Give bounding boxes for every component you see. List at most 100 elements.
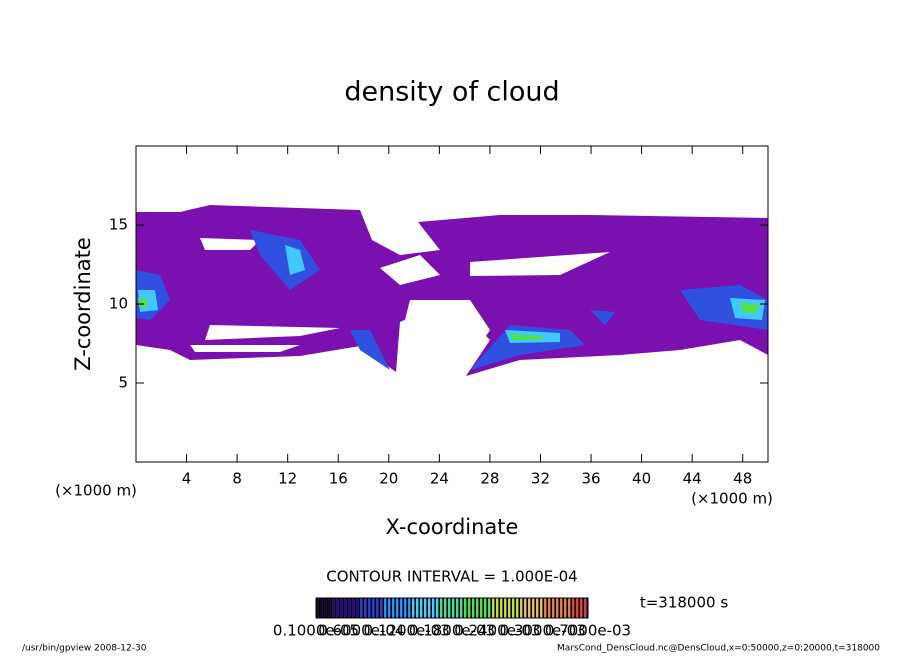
y-tick-label: 5 (118, 374, 128, 392)
colorbar-cell (556, 598, 559, 618)
colorbar-cell (468, 598, 471, 618)
x-tick-label: 20 (379, 470, 398, 488)
x-axis-title: X-coordinate (386, 515, 519, 539)
colorbar-cell (444, 598, 447, 618)
colorbar-cell (456, 598, 459, 618)
colorbar-gap (558, 598, 560, 618)
colorbar-gap (586, 598, 588, 618)
colorbar-gap (326, 598, 328, 618)
colorbar-cell (328, 598, 331, 618)
x-tick-label: 4 (182, 470, 192, 488)
colorbar-gap (374, 598, 376, 618)
colorbar-gap (434, 598, 436, 618)
colorbar-cell (568, 598, 571, 618)
colorbar-cell (484, 598, 487, 618)
colorbar-label: 0.3000e-03 (500, 622, 586, 640)
colorbar-gap (334, 598, 336, 618)
colorbar-cell (464, 598, 467, 618)
colorbar-gap (322, 598, 324, 618)
colorbar-cell (420, 598, 423, 618)
colorbar-cell (320, 598, 323, 618)
colorbar-cell (472, 598, 475, 618)
x-tick-label: 16 (329, 470, 348, 488)
colorbar-gap (402, 598, 404, 618)
x-tick-label: 48 (733, 470, 752, 488)
x-tick-label: 40 (632, 470, 651, 488)
colorbar-cell (404, 598, 407, 618)
colorbar-gap (574, 598, 576, 618)
colorbar-cell (560, 598, 563, 618)
colorbar-cell (528, 598, 531, 618)
colorbar-cell (580, 598, 583, 618)
y-tick-label: 15 (109, 216, 128, 234)
colorbar-gap (562, 598, 564, 618)
colorbar-gap (550, 598, 552, 618)
time-label: t=318000 s (640, 594, 728, 612)
x-tick-label: 44 (683, 470, 702, 488)
footer-right: MarsCond_DensCloud.nc@DensCloud,x=0:5000… (557, 644, 880, 654)
colorbar-gap (498, 598, 500, 618)
y-axis-title: Z-coordinate (71, 237, 95, 371)
colorbar-gap (474, 598, 476, 618)
colorbar-gap (514, 598, 516, 618)
colorbar-gap (554, 598, 556, 618)
colorbar-cell (356, 598, 359, 618)
colorbar-cell (552, 598, 555, 618)
colorbar-gap (462, 598, 464, 618)
colorbar-cell (476, 598, 479, 618)
colorbar-gap (534, 598, 536, 618)
colorbar-frame (315, 597, 589, 619)
colorbar-gap (546, 598, 548, 618)
colorbar-cell (432, 598, 435, 618)
colorbar-gap (510, 598, 512, 618)
colorbar-gap (486, 598, 488, 618)
x-tick-label: 12 (278, 470, 297, 488)
colorbar-label: 0.7000e-03 (545, 622, 631, 640)
colorbar-gap (454, 598, 456, 618)
x-tick-label: 24 (430, 470, 449, 488)
colorbar-cell (388, 598, 391, 618)
colorbar-gap (502, 598, 504, 618)
colorbar-cell (480, 598, 483, 618)
colorbar-cell (512, 598, 515, 618)
colorbar-cell (532, 598, 535, 618)
colorbar-gap (382, 598, 384, 618)
x-tick-label: 36 (581, 470, 600, 488)
colorbar-cell (400, 598, 403, 618)
cloud-field (136, 205, 768, 376)
colorbar-cell (376, 598, 379, 618)
colorbar-cell (424, 598, 427, 618)
colorbar-label: 0.6000e-04 (318, 622, 404, 640)
colorbar-gap (354, 598, 356, 618)
colorbar-gap (386, 598, 388, 618)
colorbar-gap (522, 598, 524, 618)
colorbar-cell (316, 598, 319, 618)
colorbar-cell (524, 598, 527, 618)
colorbar-cell (392, 598, 395, 618)
colorbar-gap (366, 598, 368, 618)
colorbar-gap (330, 598, 332, 618)
colorbar-cell (576, 598, 579, 618)
colorbar-label: 0.1800e-03 (409, 622, 495, 640)
colorbar-gap (418, 598, 420, 618)
colorbar-gap (530, 598, 532, 618)
colorbar-gap (318, 598, 320, 618)
colorbar-gap (478, 598, 480, 618)
contour-interval: CONTOUR INTERVAL = 1.000E-04 (326, 568, 577, 586)
colorbar-label: 0.2400e-03 (454, 622, 540, 640)
colorbar-gap (338, 598, 340, 618)
colorbar-cell (440, 598, 443, 618)
colorbar-gap (406, 598, 408, 618)
colorbar-cell (352, 598, 355, 618)
colorbar-gap (542, 598, 544, 618)
colorbar-cell (488, 598, 491, 618)
colorbar-cell (584, 598, 587, 618)
colorbar-gap (430, 598, 432, 618)
colorbar-cell (324, 598, 327, 618)
colorbar-label: 0.1000e-05 (273, 622, 359, 640)
footer-left: /usr/bin/gpview 2008-12-30 (22, 644, 147, 654)
colorbar-cell (572, 598, 575, 618)
colorbar-gap (446, 598, 448, 618)
colorbar-label: 0.1200e-03 (364, 622, 450, 640)
